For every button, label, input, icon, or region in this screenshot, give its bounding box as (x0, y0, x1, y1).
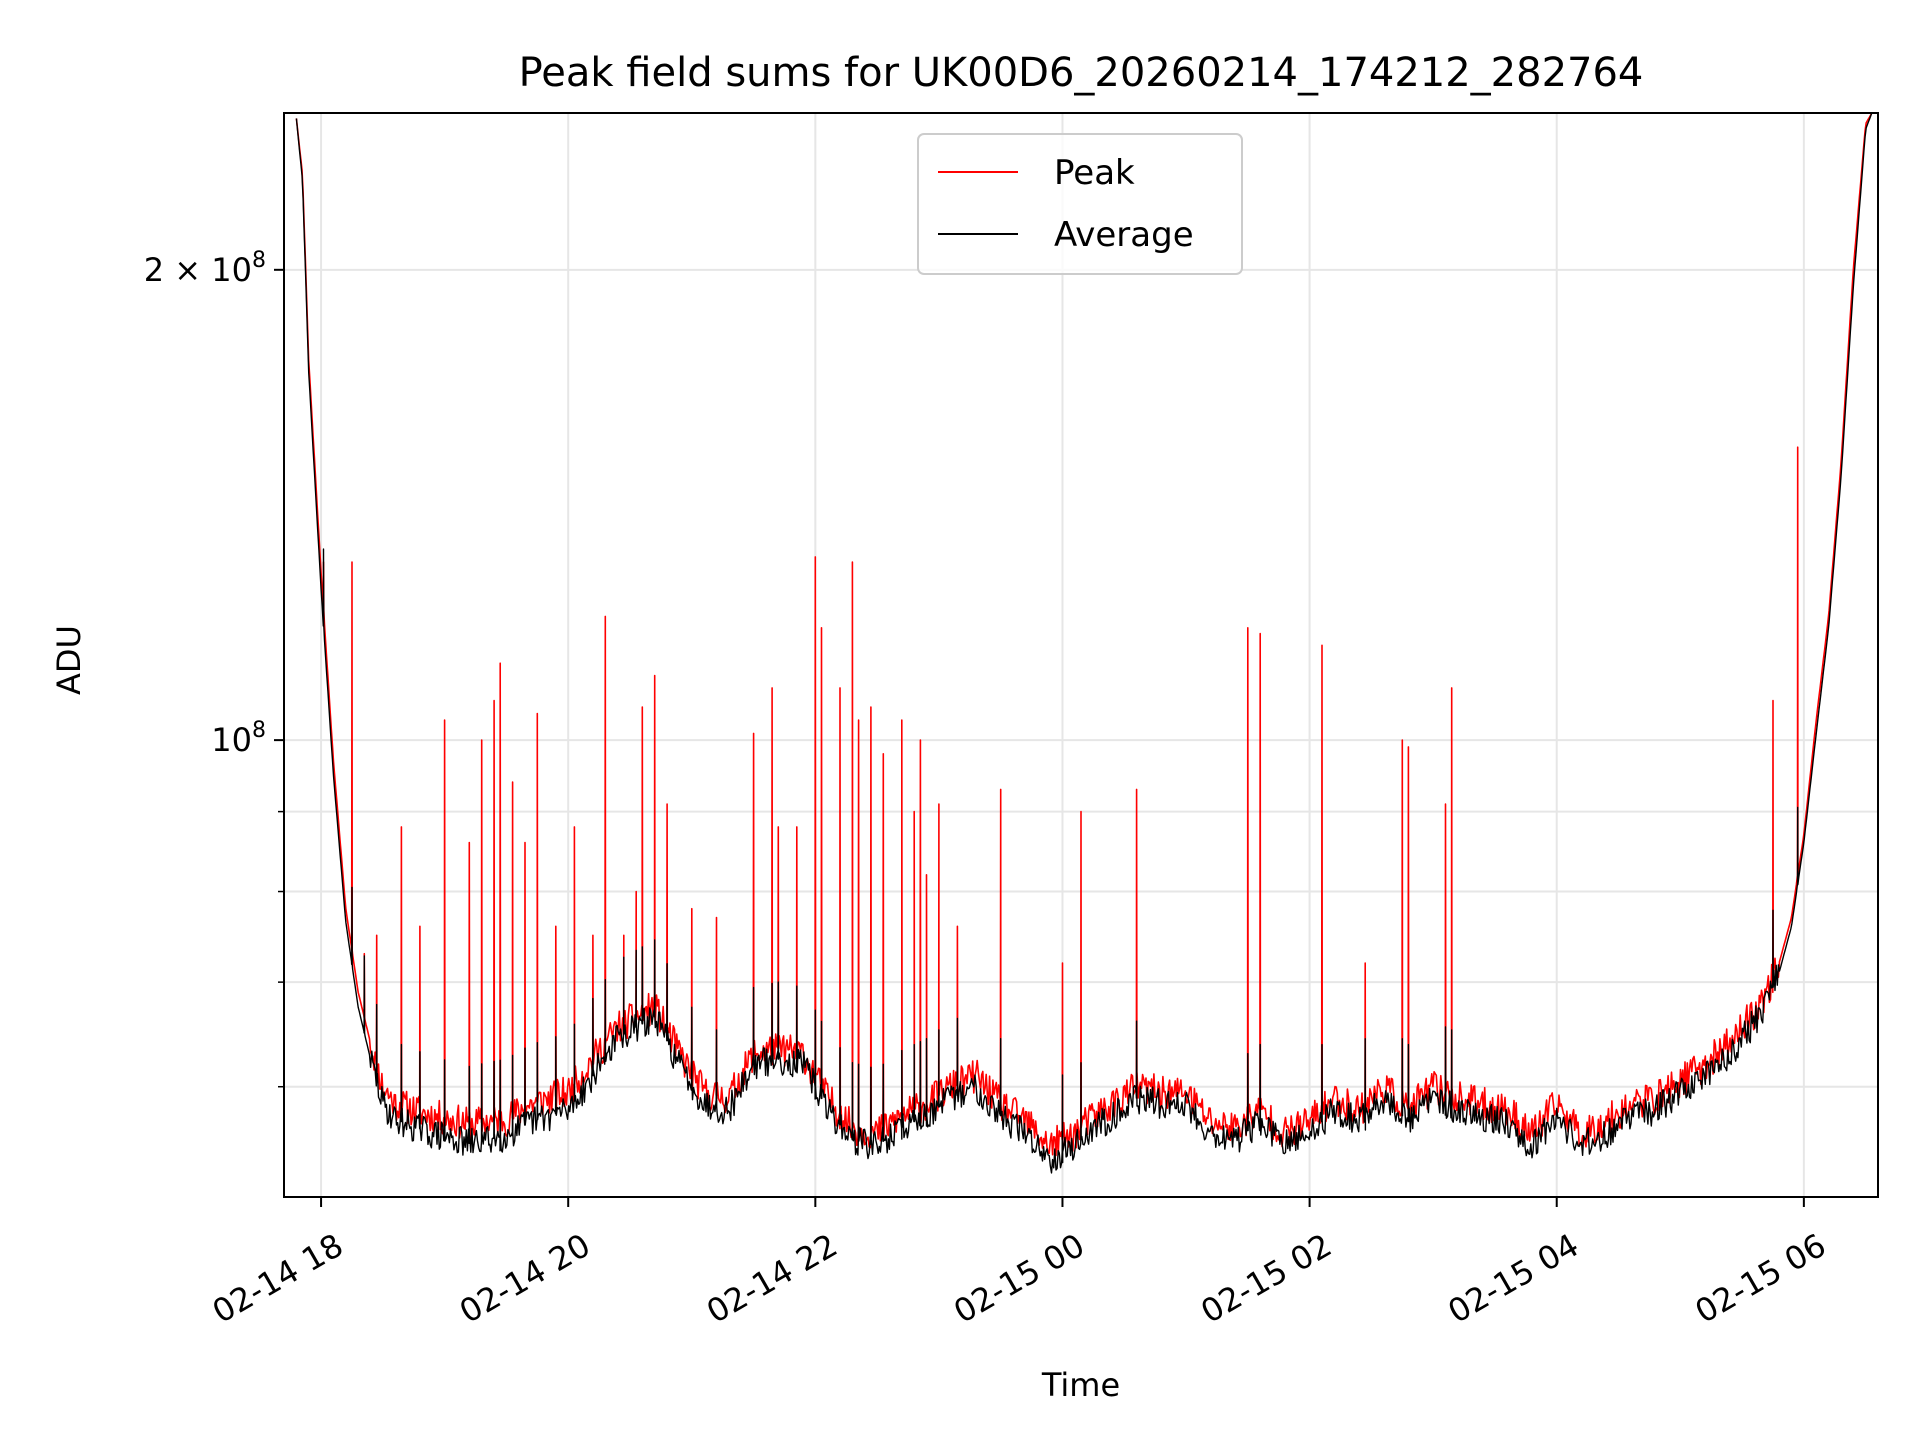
x-tick-label: 02-14 18 (206, 1226, 350, 1331)
y-tick-label: 2 × 108 (144, 248, 266, 289)
x-axis-label: Time (1041, 1366, 1120, 1404)
series-average-line (295, 113, 1873, 1174)
legend-frame (917, 133, 1243, 275)
x-axis: 02-14 18 02-14 20 02-14 22 02-15 00 02-15 02… (206, 1197, 1832, 1331)
x-tick-label: 02-15 04 (1442, 1226, 1586, 1331)
x-tick-label: 02-15 06 (1689, 1226, 1833, 1331)
y-axis-label: ADU (50, 625, 88, 695)
x-tick-label: 02-15 02 (1194, 1226, 1338, 1331)
y-axis: 108 2 × 108 (144, 248, 284, 1088)
plot-frame (283, 112, 1879, 1198)
legend-peak-label: Peak (1054, 153, 1135, 193)
x-tick-label: 02-15 00 (947, 1226, 1091, 1331)
series-layer (295, 113, 1873, 1174)
chart-title: Peak field sums for UK00D6_20260214_1742… (519, 50, 1644, 96)
x-tick-label: 02-14 22 (700, 1226, 844, 1331)
legend: Peak Average (917, 133, 1243, 275)
x-tick-label: 02-14 20 (453, 1226, 597, 1331)
legend-average-label: Average (1054, 215, 1194, 255)
plot-area (295, 113, 1873, 1174)
y-tick-label: 108 (211, 718, 266, 759)
